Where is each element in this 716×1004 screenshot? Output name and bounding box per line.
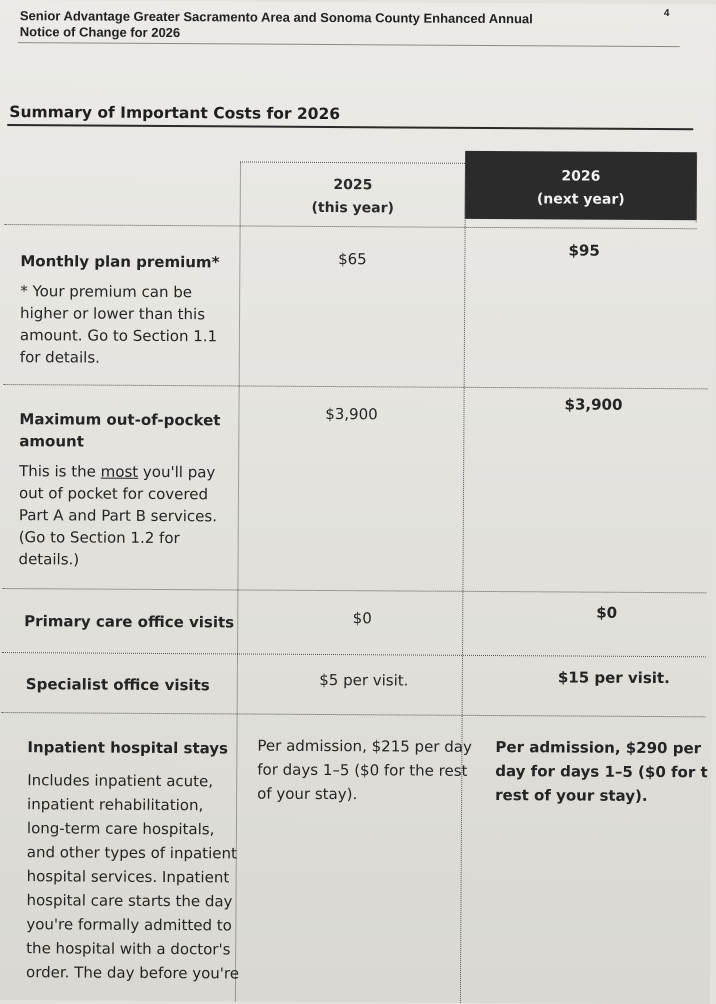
moop-2026-value: $3,900 xyxy=(564,395,623,414)
premium-note-line: amount. Go to Section 1.1 xyxy=(19,326,218,346)
inpatient-2026-line: rest of your stay). xyxy=(495,786,648,805)
section-rule xyxy=(7,124,694,131)
inpatient-desc-line: long-term care hospitals, xyxy=(26,819,215,839)
moop-desc-post: you'll pay xyxy=(138,462,216,482)
inpatient-desc-line: the hospital with a doctor's xyxy=(26,939,231,959)
inpatient-2026-line: day for days 1–5 ($0 for t xyxy=(495,762,708,782)
inpatient-2025-line: for days 1–5 ($0 for the rest xyxy=(257,760,468,780)
row-divider-header xyxy=(4,224,697,230)
row-divider-3 xyxy=(2,652,707,658)
column-header-2026: 2026 (next year) xyxy=(464,150,698,221)
specialist-label: Specialist office visits xyxy=(25,675,210,695)
table-right-border xyxy=(695,152,698,223)
inpatient-desc-line: you're formally admitted to xyxy=(26,915,232,935)
row-divider-1 xyxy=(3,384,708,390)
primary-care-label: Primary care office visits xyxy=(24,612,235,632)
premium-2026-value: $95 xyxy=(568,241,600,260)
premium-2025-value: $65 xyxy=(338,250,367,269)
moop-desc-line-1: This is the most you'll pay xyxy=(19,460,217,483)
header-title-line2: Notice of Change for 2026 xyxy=(19,24,181,41)
column-2025-year: 2025 xyxy=(333,177,373,194)
inpatient-desc-line: and other types of inpatient xyxy=(26,843,237,863)
moop-desc-line: out of pocket for covered xyxy=(18,484,209,504)
row-divider-4 xyxy=(1,712,706,718)
moop-desc-pre: This is the xyxy=(19,462,101,481)
moop-desc-most: most xyxy=(100,462,139,481)
inpatient-2026-line: Per admission, $290 per xyxy=(495,738,702,758)
inpatient-desc-line: hospital services. Inpatient xyxy=(26,867,230,887)
premium-note-line: * Your premium can be xyxy=(20,282,193,302)
inpatient-2025-value: Per admission, $215 per day for days 1–5… xyxy=(257,734,472,807)
table-top-border xyxy=(240,161,466,164)
inpatient-desc-line: Includes inpatient acute, xyxy=(27,771,214,791)
moop-2025-value: $3,900 xyxy=(325,404,378,424)
moop-desc-line: details.) xyxy=(18,550,80,569)
inpatient-label: Inpatient hospital stays xyxy=(27,738,229,758)
inpatient-2025-line: of your stay). xyxy=(257,784,358,804)
premium-note: * Your premium can be higher or lower th… xyxy=(20,280,218,369)
premium-label: Monthly plan premium* xyxy=(20,252,220,272)
inpatient-description: Includes inpatient acute, inpatient reha… xyxy=(26,768,240,985)
moop-description: This is the most you'll pay out of pocke… xyxy=(19,460,218,571)
column-2026-year: 2026 xyxy=(561,168,601,185)
primary-care-2026-value: $0 xyxy=(596,603,618,622)
column-divider-2 xyxy=(459,150,467,1003)
moop-label: Maximum out-of-pocket amount xyxy=(19,408,220,453)
inpatient-desc-line: order. The day before you're xyxy=(26,963,240,983)
column-2025-sub: (this year) xyxy=(311,199,395,217)
section-title: Summary of Important Costs for 2026 xyxy=(9,103,341,124)
inpatient-desc-line: inpatient rehabilitation, xyxy=(27,795,204,815)
inpatient-desc-line: hospital care starts the day xyxy=(26,891,233,911)
row-divider-2 xyxy=(2,588,707,594)
moop-label-line: Maximum out-of-pocket xyxy=(19,410,221,430)
document-header: Senior Advantage Greater Sacramento Area… xyxy=(20,8,533,43)
column-header-2025: 2025 (this year) xyxy=(241,173,465,220)
page-number: 4 xyxy=(663,8,670,20)
moop-label-line: amount xyxy=(19,432,84,451)
header-rule xyxy=(17,42,680,48)
primary-care-2025-value: $0 xyxy=(352,609,372,628)
moop-desc-line: Part A and Part B services. xyxy=(18,506,218,526)
column-2026-sub: (next year) xyxy=(536,191,625,208)
inpatient-2025-line: Per admission, $215 per day xyxy=(257,736,472,756)
premium-note-line: higher or lower than this xyxy=(20,304,206,324)
inpatient-2026-value: Per admission, $290 per day for days 1–5… xyxy=(495,735,707,808)
specialist-2026-value: $15 per visit. xyxy=(557,668,670,688)
moop-desc-line: (Go to Section 1.2 for xyxy=(18,528,180,548)
specialist-2025-value: $5 per visit. xyxy=(319,670,409,690)
premium-note-line: for details. xyxy=(19,348,101,367)
